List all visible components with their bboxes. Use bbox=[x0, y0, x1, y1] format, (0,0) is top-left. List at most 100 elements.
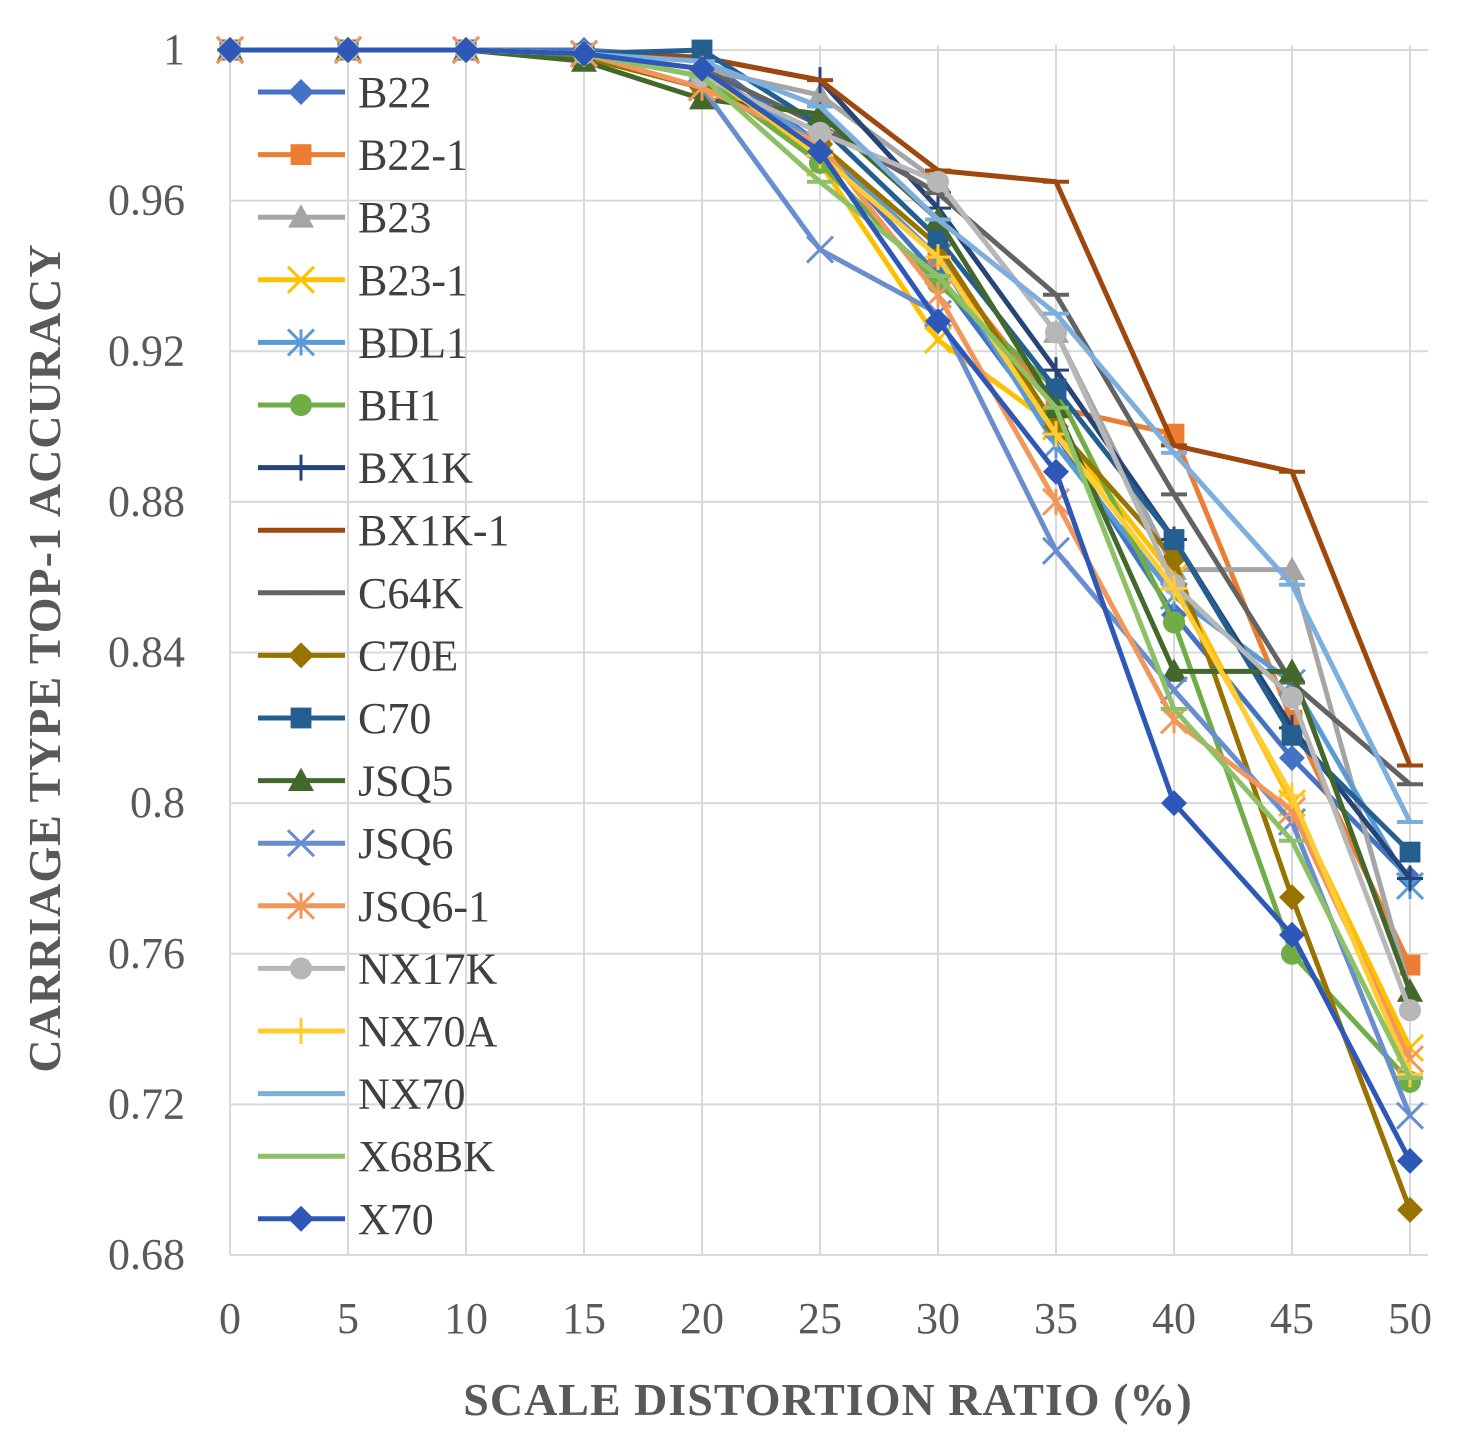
data-point-marker bbox=[689, 55, 715, 82]
legend-label: BH1 bbox=[358, 381, 441, 430]
data-point-marker bbox=[289, 393, 313, 417]
data-point-marker bbox=[808, 121, 832, 144]
data-point-marker bbox=[288, 1205, 314, 1232]
legend-label: BX1K-1 bbox=[358, 506, 510, 555]
data-point-marker bbox=[335, 37, 361, 63]
data-point-marker bbox=[1043, 458, 1069, 485]
legend-item-nx70a: NX70A bbox=[258, 1007, 498, 1056]
data-point-marker bbox=[1044, 321, 1068, 344]
legend-label: NX70 bbox=[358, 1070, 466, 1119]
series-lines bbox=[215, 35, 1425, 1223]
data-point-marker bbox=[1280, 686, 1304, 709]
x-tick-label: 30 bbox=[916, 1294, 960, 1343]
data-point-marker bbox=[1398, 999, 1422, 1022]
legend: B22 B22-1 B23 B23-1 BDL1 BH1 BX1K BX1K-1 C64K C70… bbox=[258, 68, 510, 1244]
data-point-marker bbox=[288, 1018, 314, 1044]
legend-label: BX1K bbox=[358, 444, 473, 493]
legend-item-nx70: NX70 bbox=[258, 1070, 466, 1119]
data-point-marker bbox=[1161, 575, 1187, 602]
legend-label: X68BK bbox=[358, 1132, 495, 1181]
data-point-marker bbox=[926, 170, 950, 193]
data-point-marker bbox=[805, 235, 835, 264]
data-point-marker bbox=[286, 891, 316, 920]
legend-label: X70 bbox=[358, 1195, 434, 1244]
legend-label: C70 bbox=[358, 694, 431, 743]
data-point-marker bbox=[925, 244, 951, 271]
data-point-marker bbox=[286, 265, 316, 294]
data-point-marker bbox=[290, 707, 312, 729]
legend-item-b23: B23 bbox=[258, 193, 431, 242]
data-point-marker bbox=[1045, 378, 1067, 400]
data-point-marker bbox=[453, 37, 479, 63]
data-point-marker bbox=[217, 37, 243, 63]
legend-label: JSQ6 bbox=[358, 819, 453, 868]
data-point-marker bbox=[288, 642, 314, 669]
data-point-marker bbox=[1163, 529, 1185, 550]
y-axis-title: CARRIAGE TYPE TOP-1 ACCURACY bbox=[19, 243, 70, 1072]
grid bbox=[229, 45, 1428, 1256]
x-tick-label: 5 bbox=[337, 1294, 359, 1343]
x-tick-label: 0 bbox=[219, 1294, 241, 1343]
legend-item-c64k: C64K bbox=[258, 569, 463, 618]
y-tick-label: 0.92 bbox=[108, 326, 185, 375]
y-tick-label: 1 bbox=[163, 25, 185, 74]
data-point-marker bbox=[927, 227, 949, 249]
data-point-marker bbox=[1161, 790, 1187, 817]
data-point-marker bbox=[289, 957, 313, 980]
y-tick-label: 0.88 bbox=[108, 477, 185, 526]
data-point-marker bbox=[1161, 658, 1187, 682]
x-tick-label: 35 bbox=[1034, 1294, 1078, 1343]
legend-label: C64K bbox=[358, 569, 463, 618]
data-point-marker bbox=[288, 204, 314, 228]
data-point-marker bbox=[1397, 1147, 1423, 1174]
legend-label: NX17K bbox=[358, 944, 498, 993]
legend-item-x70: X70 bbox=[258, 1195, 434, 1244]
legend-label: NX70A bbox=[358, 1007, 498, 1056]
data-point-marker bbox=[691, 39, 713, 61]
data-point-marker bbox=[1279, 782, 1305, 809]
series-x70 bbox=[217, 37, 1423, 1174]
legend-label: B23 bbox=[358, 193, 431, 242]
data-point-marker bbox=[1395, 1101, 1425, 1130]
y-axis-ticks: 0.68 0.72 0.76 0.8 0.84 0.88 0.92 0.96 1 bbox=[108, 25, 185, 1279]
x-tick-label: 10 bbox=[444, 1294, 488, 1343]
data-point-marker bbox=[290, 144, 312, 165]
legend-label: B23-1 bbox=[358, 256, 468, 305]
legend-item-nx17k: NX17K bbox=[258, 944, 498, 993]
legend-item-bh1: BH1 bbox=[258, 381, 441, 430]
legend-label: B22 bbox=[358, 68, 431, 117]
x-tick-label: 20 bbox=[680, 1294, 724, 1343]
y-tick-label: 0.68 bbox=[108, 1230, 185, 1279]
data-point-marker bbox=[286, 328, 316, 357]
x-tick-label: 40 bbox=[1152, 1294, 1196, 1343]
data-point-marker bbox=[1279, 884, 1305, 911]
data-point-marker bbox=[807, 101, 833, 125]
legend-item-x68bk: X68BK bbox=[258, 1132, 495, 1181]
x-tick-label: 15 bbox=[562, 1294, 606, 1343]
data-point-marker bbox=[288, 79, 314, 105]
data-point-marker bbox=[1279, 658, 1305, 682]
legend-label: B22-1 bbox=[358, 131, 468, 180]
data-point-marker bbox=[807, 82, 833, 106]
data-point-marker bbox=[1281, 724, 1303, 746]
legend-item-c70e: C70E bbox=[258, 631, 458, 680]
data-point-marker bbox=[1397, 865, 1423, 892]
legend-item-jsq6: JSQ6 bbox=[258, 819, 453, 868]
data-point-marker bbox=[1162, 611, 1186, 634]
data-point-marker bbox=[288, 454, 314, 481]
data-point-marker bbox=[286, 829, 316, 858]
data-point-marker bbox=[807, 138, 833, 165]
x-axis-ticks: 0 5 10 15 20 25 30 35 40 45 50 bbox=[219, 1294, 1432, 1343]
data-point-marker bbox=[1279, 921, 1305, 948]
legend-label: JSQ6-1 bbox=[358, 882, 490, 931]
x-tick-label: 45 bbox=[1270, 1294, 1314, 1343]
data-point-marker bbox=[1279, 744, 1305, 771]
legend-label: C70E bbox=[358, 631, 458, 680]
legend-item-b22: B22 bbox=[258, 68, 431, 117]
data-point-marker bbox=[1397, 1196, 1423, 1223]
y-tick-label: 0.8 bbox=[130, 778, 185, 827]
data-point-marker bbox=[1399, 841, 1421, 863]
legend-item-b22-1: B22-1 bbox=[258, 131, 468, 180]
legend-item-bx1k: BX1K bbox=[258, 444, 473, 493]
